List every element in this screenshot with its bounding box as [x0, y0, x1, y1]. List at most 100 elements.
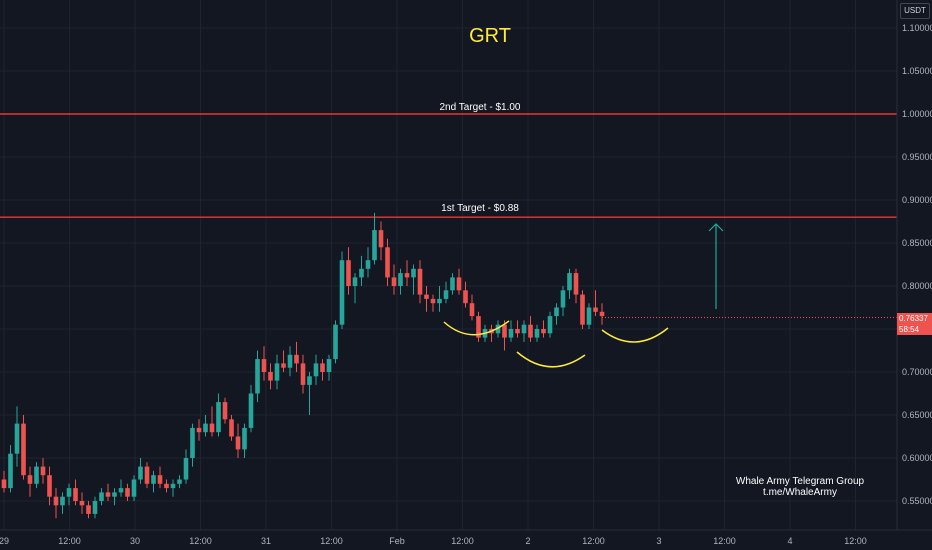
candle-body	[79, 501, 85, 506]
candle-body	[196, 427, 202, 433]
candle-body	[417, 268, 423, 295]
candle-body	[34, 466, 39, 484]
candle-body	[157, 475, 163, 484]
candle-body	[144, 466, 150, 484]
y-tick-label: 0.80000	[902, 281, 932, 291]
candle-body	[294, 354, 299, 364]
x-tick-label: 31	[261, 536, 271, 546]
candle-body	[8, 453, 13, 489]
candle-body	[92, 501, 98, 514]
candle-body	[359, 268, 364, 278]
x-tick-label: 12:00	[189, 536, 212, 546]
candle-body	[14, 423, 20, 454]
candle-body	[105, 492, 111, 497]
candle-body	[515, 329, 520, 334]
candle-body	[300, 363, 306, 385]
candle-body	[398, 273, 403, 286]
curve-2	[516, 351, 586, 368]
candle-body	[580, 294, 585, 325]
candle-body	[21, 423, 26, 476]
candle-body	[203, 423, 208, 433]
candle-body	[313, 363, 319, 377]
candle-body	[456, 277, 462, 291]
candle-body	[138, 466, 143, 480]
candle-body	[502, 324, 507, 338]
candle-body	[235, 436, 241, 450]
y-tick-label: 0.60000	[902, 453, 932, 463]
candle-body	[411, 268, 416, 278]
candle-body	[365, 260, 371, 269]
candle-body	[27, 475, 33, 484]
candle-body	[430, 298, 436, 304]
y-tick-label: 0.65000	[902, 410, 932, 420]
candle-body	[99, 492, 104, 501]
x-tick-label: 12:00	[582, 536, 605, 546]
candle-body	[177, 479, 182, 484]
watermark-line-1: Whale Army Telegram Group	[735, 476, 865, 487]
candle-body	[404, 273, 410, 278]
x-tick-label: Feb	[389, 536, 405, 546]
x-axis[interactable]: 29 12:00 30 12:00 31 12:00 Feb 12:00 2 12:00 3 12:0…	[0, 529, 932, 550]
x-tick-label: 12:00	[58, 536, 81, 546]
user-drawings	[443, 223, 724, 368]
y-tick-label: 0.90000	[902, 195, 932, 205]
candle-body	[268, 372, 273, 381]
candle-body	[255, 359, 260, 394]
currency-badge[interactable]: USDT	[900, 3, 930, 19]
candle-body	[437, 298, 442, 304]
candlestick-series	[1, 212, 897, 519]
y-tick-label: 1.05000	[902, 66, 932, 76]
candle-body	[547, 316, 553, 334]
candle-body	[112, 492, 117, 497]
candle-body	[450, 277, 455, 291]
candle-body	[372, 230, 377, 261]
candle-body	[53, 496, 59, 506]
watermark-line-2: t.me/WhaleArmy	[763, 487, 837, 498]
candle-body	[73, 488, 78, 501]
curve-3	[601, 327, 669, 343]
candle-body	[307, 376, 312, 385]
candle-body	[151, 475, 156, 484]
candle-body	[209, 423, 215, 433]
y-tick-label: 0.95000	[902, 152, 932, 162]
candle-body	[242, 427, 247, 450]
candle-body	[125, 488, 130, 497]
candle-body	[47, 475, 52, 497]
x-tick-label: 12:00	[320, 536, 343, 546]
candle-body	[560, 290, 566, 308]
candle-body	[183, 458, 189, 480]
candle-body	[222, 402, 228, 420]
y-axis[interactable]: 1.10000 1.05000 1.00000 0.95000 0.90000 0.850…	[896, 0, 932, 530]
candle-body	[554, 307, 559, 317]
candle-body	[86, 505, 91, 514]
target-lines	[0, 113, 897, 218]
x-tick-label: 29	[0, 536, 9, 546]
last-price-tag: 0.76337	[897, 313, 932, 324]
candle-body	[352, 277, 358, 286]
candle-body	[281, 363, 286, 368]
candle-body	[216, 402, 221, 433]
candle-body	[326, 359, 332, 372]
y-tick-label: 1.00000	[902, 109, 932, 119]
candle-body	[476, 316, 481, 338]
candle-body	[131, 479, 137, 497]
x-tick-label: 3	[656, 536, 661, 546]
candle-body	[469, 303, 475, 317]
grid-lines	[0, 0, 897, 530]
candle-body	[170, 483, 176, 489]
countdown-tag: 58:54	[897, 324, 932, 335]
candle-body	[346, 260, 351, 286]
candle-body	[495, 324, 501, 334]
candle-body	[534, 329, 540, 338]
candle-body	[287, 354, 293, 368]
candle-body	[60, 496, 65, 506]
candle-body	[40, 466, 46, 476]
x-tick-label: 12:00	[844, 536, 867, 546]
first-target-label: 1st Target - $0.88	[441, 203, 519, 214]
candle-body	[190, 427, 195, 458]
candle-body	[66, 488, 72, 497]
up-arrow-head-icon	[708, 223, 724, 232]
second-target-label: 2nd Target - $1.00	[439, 102, 521, 113]
candle-body	[599, 311, 605, 317]
